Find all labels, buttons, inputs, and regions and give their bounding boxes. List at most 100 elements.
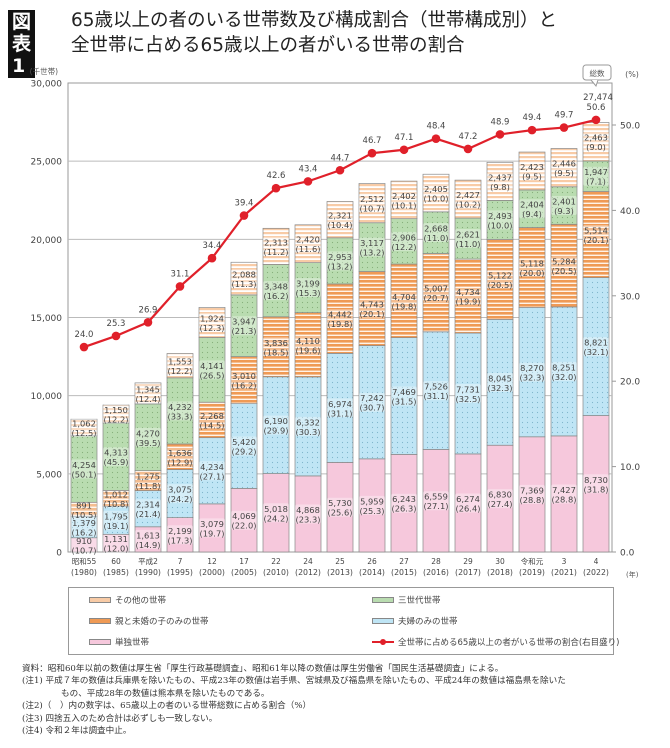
bar-segment-three-generation <box>582 160 610 192</box>
segment-percent-label: (20.7) <box>424 293 449 303</box>
y-left-tick-label: 20,000 <box>31 236 63 246</box>
segment-value-label: 2,446 <box>552 159 576 169</box>
ratio-point <box>335 165 345 175</box>
legend-label: 全世帯に占める65歳以上の者がいる世帯の割合(右目盛り) <box>398 638 620 648</box>
legend-item-three-generation: 三世代世帯 <box>372 594 441 606</box>
segment-value-label: 3,947 <box>232 317 256 327</box>
bar-segment-three-generation <box>550 186 578 225</box>
ratio-point <box>463 144 473 154</box>
bar-segment-parent-child <box>582 191 610 278</box>
segment-percent-label: (45.9) <box>104 457 129 467</box>
x-tick-era-label: 27 <box>399 557 409 566</box>
segment-percent-label: (20.1) <box>360 309 385 319</box>
x-tick-era-label: 26 <box>367 557 377 566</box>
label-backdrop <box>327 210 353 230</box>
segment-value-label: 4,234 <box>200 462 224 472</box>
bar-segment-single <box>358 458 386 553</box>
segment-percent-label: (16.2) <box>264 291 289 301</box>
segment-percent-label: (24.2) <box>168 494 193 504</box>
segment-value-label: 8,270 <box>520 363 544 373</box>
segment-percent-label: (26.4) <box>456 503 481 513</box>
label-backdrop <box>103 533 129 553</box>
label-backdrop <box>103 488 129 508</box>
left-axis-unit: (千世帯) <box>30 66 58 76</box>
label-backdrop <box>295 504 321 524</box>
y-left-tick-label: 5,000 <box>36 470 62 480</box>
note-4: (注4) 令和２年は調査中止。 <box>22 726 132 737</box>
label-backdrop <box>391 291 417 311</box>
label-backdrop <box>263 281 289 301</box>
bar-segment-three-generation <box>486 200 514 240</box>
bar-segment-other <box>390 180 418 220</box>
segment-value-label: 2,313 <box>264 237 288 247</box>
segment-percent-label: (12.0) <box>104 544 129 554</box>
segment-value-label: 1,150 <box>104 405 128 415</box>
segment-value-label: 2,404 <box>520 200 544 210</box>
x-tick-year-label: (2013) <box>327 568 353 577</box>
ratio-label: 43.4 <box>299 164 318 174</box>
label-backdrop <box>167 401 193 421</box>
legend-item-ratio-line: 全世帯に占める65歳以上の者がいる世帯の割合(右目盛り) <box>372 636 619 648</box>
ratio-label: 49.4 <box>523 113 542 123</box>
segment-percent-label: (11.0) <box>424 233 449 243</box>
segment-value-label: 5,122 <box>488 270 512 280</box>
bar-segment-other <box>518 151 546 191</box>
segment-value-label: 7,427 <box>552 485 576 495</box>
x-tick-year-label: (2019) <box>519 568 545 577</box>
segment-percent-label: (12.9) <box>168 457 193 467</box>
x-tick-era-label: 22 <box>271 557 281 566</box>
bar-segment-three-generation <box>230 294 258 357</box>
segment-value-label: 8,045 <box>488 373 512 383</box>
segment-percent-label: (9.5) <box>554 168 574 178</box>
x-axis-unit: (年) <box>626 570 639 579</box>
label-backdrop <box>327 398 353 418</box>
bar-segment-couple <box>230 403 258 489</box>
segment-value-label: 5,730 <box>328 498 352 508</box>
ratio-label: 31.1 <box>171 269 190 279</box>
legend-label: 親と未婚の子のみの世帯 <box>115 617 209 627</box>
ratio-point <box>431 134 441 143</box>
segment-percent-label: (11.2) <box>264 247 289 257</box>
ratio-point <box>111 331 121 341</box>
segment-value-label: 4,442 <box>328 310 352 320</box>
segment-value-label: 3,079 <box>200 519 224 529</box>
x-tick-era-label: 30 <box>495 557 505 566</box>
segment-value-label: 5,514 <box>584 226 608 236</box>
segment-percent-label: (12.5) <box>72 428 97 438</box>
segment-percent-label: (29.9) <box>264 426 289 436</box>
segment-percent-label: (30.7) <box>360 403 385 413</box>
label-backdrop <box>487 372 513 392</box>
x-tick-year-label: (1980) <box>71 568 97 577</box>
bar-segment-other <box>358 183 386 224</box>
segment-percent-label: (19.6) <box>296 345 321 355</box>
label-backdrop <box>103 510 129 530</box>
label-backdrop <box>391 386 417 406</box>
bar-segment-three-generation <box>294 262 322 314</box>
segment-value-label: 891 <box>76 500 92 510</box>
label-backdrop <box>135 499 161 519</box>
y-left-tick-label: 25,000 <box>31 158 63 168</box>
segment-value-label: 1,947 <box>584 167 608 177</box>
ratio-label: 39.4 <box>235 199 254 209</box>
bar-segment-other <box>230 261 258 296</box>
label-backdrop <box>455 286 481 306</box>
bar-segment-other <box>262 227 290 265</box>
note-1-cont: もの、平成28年の数値は熊本県を除いたものである。 <box>61 688 270 699</box>
ratio-label: 48.9 <box>491 117 510 127</box>
segment-value-label: 1,345 <box>136 384 160 394</box>
label-backdrop <box>231 316 257 336</box>
segment-value-label: 2,402 <box>392 191 416 201</box>
legend-item-other: その他の世帯 <box>89 594 166 606</box>
y-right-tick-label: 50.0 <box>620 122 640 132</box>
segment-percent-label: (26.5) <box>200 370 225 380</box>
segment-percent-label: (21.3) <box>232 326 257 336</box>
bar-segment-parent-child <box>518 227 546 308</box>
ratio-label: 42.6 <box>267 171 286 181</box>
bar-segment-couple <box>518 307 546 438</box>
legend: その他の世帯 三世代世帯 親と未婚の子のみの世帯 夫婦のみの世帯 単独世帯 全世… <box>68 587 619 655</box>
label-backdrop <box>391 190 417 210</box>
label-backdrop <box>199 518 225 538</box>
bar-segment-couple <box>486 319 514 446</box>
segment-percent-label: (12.2) <box>168 366 193 376</box>
x-tick-year-label: (2010) <box>263 568 289 577</box>
